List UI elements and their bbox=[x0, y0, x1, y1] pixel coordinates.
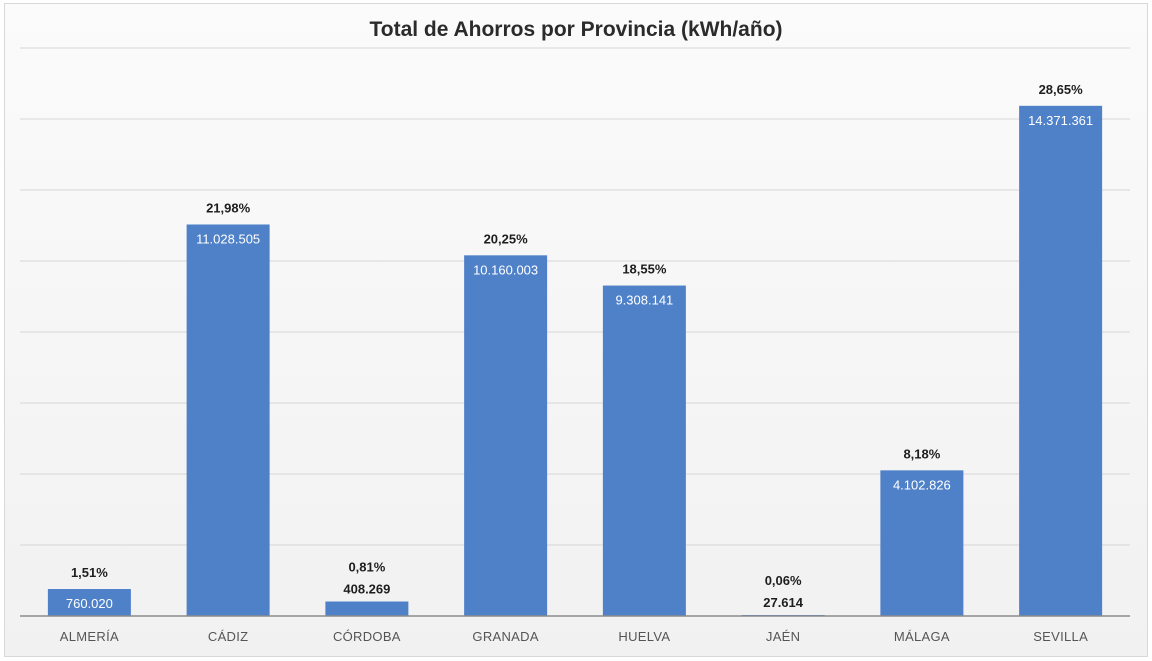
bar bbox=[880, 470, 964, 616]
percent-label: 1,51% bbox=[71, 565, 108, 580]
x-tick-label: CÓRDOBA bbox=[333, 629, 401, 644]
value-label: 4.102.826 bbox=[893, 477, 951, 492]
chart-title: Total de Ahorros por Provincia (kWh/año) bbox=[369, 18, 782, 41]
percent-label: 0,06% bbox=[765, 573, 802, 588]
bar bbox=[602, 285, 686, 616]
x-tick-label: GRANADA bbox=[472, 629, 538, 644]
bar bbox=[47, 589, 131, 616]
x-axis-labels: ALMERÍA CÁDIZ CÓRDOBA GRANADA HUELVA JAÉN MÁLA… bbox=[60, 629, 1088, 644]
x-tick-label: SEVILLA bbox=[1033, 629, 1088, 644]
x-tick-label: JAÉN bbox=[766, 629, 800, 644]
value-label: 9.308.141 bbox=[615, 293, 673, 308]
bar bbox=[1019, 105, 1103, 616]
value-label: 760.020 bbox=[66, 596, 113, 611]
value-label: 27.614 bbox=[763, 595, 804, 610]
bars bbox=[47, 105, 1103, 617]
gridlines bbox=[20, 47, 1130, 546]
percent-label: 0,81% bbox=[348, 560, 385, 575]
percent-label: 8,18% bbox=[903, 446, 940, 461]
value-label: 14.371.361 bbox=[1028, 113, 1093, 128]
bar bbox=[186, 224, 270, 616]
x-tick-label: ALMERÍA bbox=[60, 629, 119, 644]
x-tick-label: HUELVA bbox=[618, 629, 670, 644]
value-label: 11.028.505 bbox=[196, 231, 260, 246]
value-label: 408.269 bbox=[343, 582, 390, 597]
percent-label: 18,55% bbox=[622, 262, 667, 277]
percent-label: 21,98% bbox=[206, 200, 251, 215]
percent-label: 20,25% bbox=[484, 231, 529, 246]
x-tick-label: CÁDIZ bbox=[208, 629, 249, 644]
value-label: 10.160.003 bbox=[473, 262, 538, 277]
x-tick-label: MÁLAGA bbox=[894, 629, 950, 644]
bar bbox=[325, 601, 409, 616]
bar bbox=[464, 255, 548, 617]
percent-label: 28,65% bbox=[1039, 82, 1084, 97]
data-labels: 760.020 1,51% 11.028.505 21,98% 408.269 0,81%… bbox=[66, 82, 1093, 611]
